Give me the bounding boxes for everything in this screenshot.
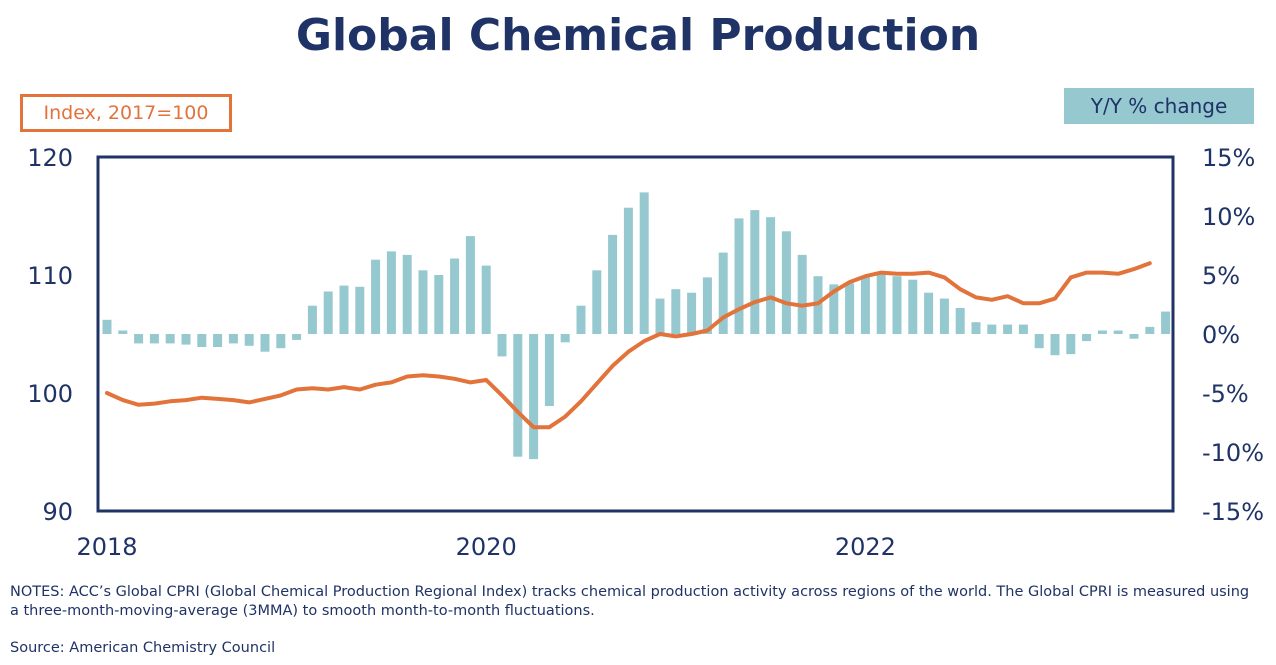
- yy-bar: [465, 236, 475, 334]
- yy-bar: [750, 210, 760, 334]
- notes-text: NOTES: ACC’s Global CPRI (Global Chemica…: [10, 584, 1250, 619]
- right-tick-label: 0%: [1202, 321, 1240, 349]
- yy-bar: [592, 270, 602, 334]
- right-tick-label: -10%: [1202, 439, 1264, 467]
- yy-bar: [102, 319, 112, 334]
- yy-bar: [134, 334, 144, 344]
- x-axis-ticks: 2018 2020 2022: [76, 533, 895, 561]
- yy-bar: [1161, 311, 1171, 334]
- yy-bar: [450, 258, 460, 334]
- yy-bar: [845, 283, 855, 334]
- yy-bar: [797, 254, 807, 334]
- legend-yy-label: Y/Y % change: [1064, 88, 1254, 124]
- yy-bar: [987, 324, 997, 334]
- yy-bar: [197, 334, 207, 347]
- yy-bar: [323, 291, 333, 334]
- yy-bar: [244, 334, 254, 346]
- yy-bar: [386, 251, 396, 334]
- yy-bar: [213, 334, 223, 347]
- yy-bar: [1145, 326, 1155, 334]
- yy-bar: [560, 334, 570, 343]
- yy-bar: [655, 298, 665, 334]
- yy-bar: [1066, 334, 1076, 355]
- yy-bar: [1018, 324, 1028, 334]
- yy-bar: [1082, 334, 1092, 342]
- yy-bar: [639, 192, 649, 334]
- yy-bar: [860, 277, 870, 334]
- yy-bar: [228, 334, 238, 344]
- yy-bar: [955, 308, 965, 334]
- yy-bar: [513, 334, 523, 457]
- yy-bar: [355, 286, 365, 334]
- left-axis-ticks: 90 100 110 120: [27, 144, 73, 526]
- x-tick-label: 2020: [456, 533, 517, 561]
- yy-bar: [1129, 334, 1139, 339]
- yy-bar: [876, 273, 886, 334]
- yy-bar: [481, 265, 491, 334]
- right-tick-label: 10%: [1202, 203, 1255, 231]
- yy-bar: [1003, 324, 1013, 334]
- yy-bar: [544, 334, 554, 406]
- source-text: Source: American Chemistry Council: [10, 640, 276, 656]
- yy-bar: [734, 218, 744, 334]
- yy-bar: [718, 252, 728, 334]
- yy-bar: [165, 334, 175, 344]
- yy-bar: [402, 254, 412, 334]
- yy-bar: [181, 334, 191, 345]
- yy-bar: [781, 231, 791, 334]
- yy-bar: [276, 334, 286, 349]
- x-tick-label: 2022: [835, 533, 896, 561]
- yy-bar: [260, 334, 270, 352]
- left-tick-label: 100: [27, 380, 73, 408]
- chart-title: Global Chemical Production: [295, 10, 981, 61]
- x-tick-label: 2018: [76, 533, 137, 561]
- yy-bar: [939, 298, 949, 334]
- yy-bar: [924, 292, 934, 334]
- legend-index-label: Index, 2017=100: [20, 94, 232, 132]
- yy-bar: [149, 334, 159, 344]
- yy-bar: [1097, 330, 1107, 334]
- yy-bar: [766, 217, 776, 334]
- yy-bar: [702, 277, 712, 334]
- plot-frame: [96, 155, 1175, 513]
- left-tick-label: 110: [27, 262, 73, 290]
- yy-bar: [608, 234, 618, 334]
- yy-bar: [576, 305, 586, 334]
- yy-bar: [1050, 334, 1060, 356]
- yy-bar: [339, 285, 349, 334]
- right-tick-label: -5%: [1202, 380, 1249, 408]
- yy-bars: [102, 192, 1171, 460]
- yy-bar: [892, 276, 902, 334]
- yy-bar: [118, 330, 128, 334]
- right-tick-label: 15%: [1202, 144, 1255, 172]
- right-tick-label: -15%: [1202, 498, 1264, 526]
- yy-bar: [687, 292, 697, 334]
- left-tick-label: 90: [42, 498, 73, 526]
- index-line: [105, 261, 1152, 430]
- yy-bar: [497, 334, 507, 357]
- right-axis-ticks: -15% -10% -5% 0% 5% 10% 15%: [1202, 144, 1264, 526]
- yy-bar: [307, 305, 317, 334]
- yy-bar: [829, 284, 839, 334]
- yy-bar: [434, 275, 444, 334]
- yy-bar: [623, 207, 633, 334]
- yy-bar: [1113, 330, 1123, 334]
- left-tick-label: 120: [27, 144, 73, 172]
- yy-bar: [671, 289, 681, 334]
- yy-bar: [292, 334, 302, 340]
- yy-bar: [529, 334, 539, 460]
- yy-bar: [418, 270, 428, 334]
- right-tick-label: 5%: [1202, 262, 1240, 290]
- yy-bar: [1034, 334, 1044, 349]
- yy-bar: [971, 322, 981, 334]
- yy-bar: [908, 279, 918, 334]
- yy-bar: [371, 259, 381, 334]
